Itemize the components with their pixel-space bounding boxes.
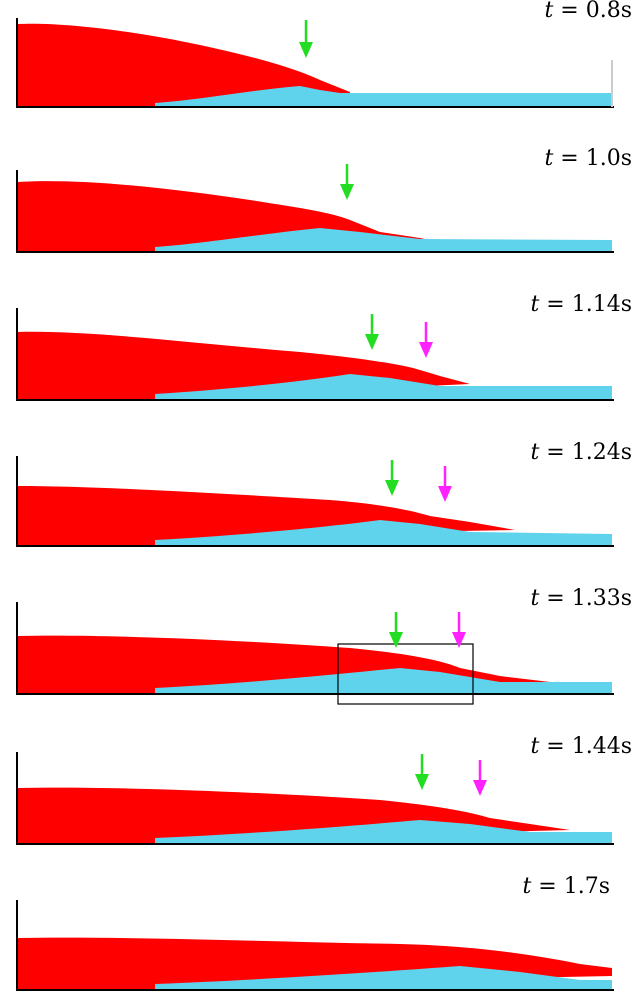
time-label: t = 1.44s [530,734,632,759]
blue-layer [155,668,612,694]
green-arrow [365,314,379,350]
red-layer [18,23,350,108]
panel-t-1.14: t = 1.14s [0,292,638,414]
time-label: t = 1.24s [530,440,632,465]
panel-t-0.8: t = 0.8s [0,0,638,120]
blue-layer [155,966,612,990]
green-arrow [340,164,354,200]
panel-plot [16,18,614,108]
blue-layer [155,86,612,108]
time-label: t = 1.7s [522,874,610,899]
blue-layer [155,228,612,252]
panel-t-1.33: t = 1.33s [0,586,638,708]
green-arrow [299,20,313,58]
panel-plot [16,602,614,705]
magenta-arrow [438,466,452,502]
inset-box [337,643,474,705]
green-arrow [415,754,429,790]
green-arrow [389,612,403,648]
green-arrow [385,460,399,496]
panel-plot [16,308,614,401]
panel-t-1.0: t = 1.0s [0,146,638,268]
panel-t-1.7: t = 1.7s [0,874,638,996]
time-label: t = 1.14s [530,292,632,317]
blue-layer [155,374,612,400]
magenta-arrow [473,760,487,796]
panel-plot [16,164,614,253]
panel-t-1.24: t = 1.24s [0,440,638,562]
time-label: t = 0.8s [544,0,632,23]
panel-plot [16,456,614,547]
panel-plot [16,900,614,991]
panel-plot [16,752,614,845]
blue-layer [155,520,612,546]
magenta-arrow [452,612,466,648]
time-label: t = 1.0s [544,146,632,171]
time-label: t = 1.33s [530,586,632,611]
magenta-arrow [419,322,433,358]
blue-layer [155,820,612,844]
panel-t-1.44: t = 1.44s [0,734,638,856]
